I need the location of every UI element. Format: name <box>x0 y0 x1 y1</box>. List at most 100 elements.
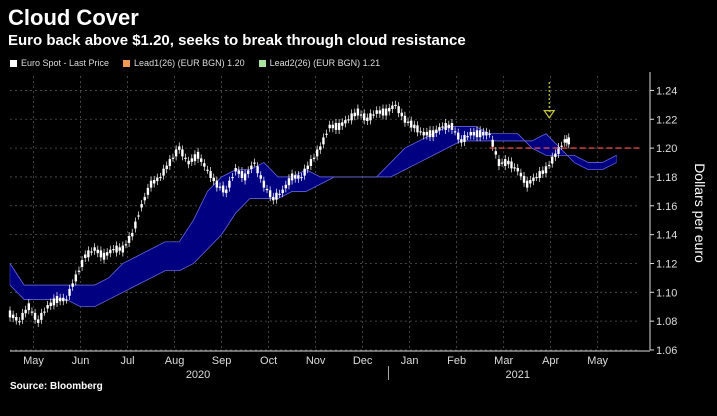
price-candle <box>290 173 294 181</box>
price-candle <box>87 250 90 258</box>
price-candle <box>567 137 570 145</box>
price-candle <box>284 184 288 189</box>
price-candle <box>159 176 162 179</box>
price-candle <box>529 180 532 184</box>
price-candle <box>369 113 372 121</box>
y-axis-label: Dollars per euro <box>692 163 708 263</box>
y-tick-label: 1.16 <box>656 201 677 213</box>
price-candle <box>181 149 184 157</box>
x-tick-label: Jun <box>72 355 90 367</box>
price-candle <box>250 165 253 170</box>
price-candle <box>231 176 234 179</box>
price-candle <box>297 175 300 179</box>
series-lead2-line <box>9 133 617 308</box>
price-candle <box>262 180 266 188</box>
price-candle <box>112 249 115 251</box>
y-tick-label: 1.24 <box>656 85 677 97</box>
x-tick-label: Sep <box>212 355 232 367</box>
grid <box>10 76 640 351</box>
price-candle <box>309 159 313 166</box>
price-candle <box>196 151 200 159</box>
price-candle <box>174 149 178 157</box>
price-candle <box>478 130 482 138</box>
price-candle <box>463 135 466 142</box>
legend-label-lead2: Lead2(26) (EUR BGN) 1.21 <box>269 58 381 68</box>
price-candle <box>428 130 432 138</box>
price-candle <box>538 171 541 179</box>
price-candle <box>84 254 87 258</box>
price-candle <box>560 145 563 147</box>
price-candle <box>337 123 341 130</box>
legend-label-price: Euro Spot - Last Price <box>21 58 110 68</box>
price-candle <box>62 297 65 302</box>
price-candle <box>77 270 81 272</box>
price-candle <box>431 130 435 138</box>
price-candle <box>124 244 128 246</box>
price-candle <box>275 192 278 200</box>
price-candle <box>156 177 159 182</box>
price-candle <box>347 119 350 121</box>
price-candle <box>24 309 27 314</box>
price-candle <box>71 283 74 287</box>
price-candle <box>131 232 134 237</box>
price-candle <box>328 124 331 129</box>
price-candle <box>435 129 438 134</box>
price-candle <box>472 131 476 136</box>
price-candle <box>212 177 215 182</box>
price-candle <box>400 112 403 117</box>
price-candle <box>356 108 360 116</box>
price-candle <box>247 170 250 174</box>
x-tick-label: May <box>587 355 608 367</box>
price-candle <box>366 117 369 121</box>
price-candle <box>118 247 121 251</box>
price-candle <box>341 122 344 126</box>
price-candle <box>218 186 222 188</box>
price-candle <box>121 245 125 253</box>
x-tick-label: Jul <box>121 355 135 367</box>
price-candle <box>237 170 241 174</box>
price-candle <box>30 311 34 313</box>
y-tick-label: 1.14 <box>656 230 677 242</box>
arrow-head <box>543 110 556 119</box>
price-candle <box>475 130 479 138</box>
price-candle <box>49 302 52 307</box>
chart-subtitle: Euro back above $1.20, seeks to break th… <box>8 32 466 49</box>
price-candle <box>457 132 460 140</box>
price-candle <box>391 105 394 109</box>
price-candle <box>253 162 256 164</box>
price-candle <box>344 119 347 124</box>
price-candle <box>565 139 568 143</box>
x-tick-label: Jan <box>401 355 419 367</box>
legend-swatch-price <box>10 59 17 67</box>
price-candle <box>409 120 413 128</box>
price-candle <box>190 158 193 162</box>
price-candle <box>303 168 306 176</box>
legend-label-lead1: Lead1(26) (EUR BGN) 1.20 <box>134 58 245 68</box>
price-candle <box>287 178 291 186</box>
price-candle <box>460 139 463 143</box>
price-candle <box>15 317 18 321</box>
price-candle <box>27 303 31 311</box>
price-candle <box>294 175 297 179</box>
price-candle <box>541 170 545 174</box>
legend-item-price: Euro Spot - Last Price <box>10 58 109 68</box>
ichimoku-cloud <box>9 126 617 307</box>
price-candle <box>93 247 96 251</box>
y-tick-label: 1.18 <box>656 172 677 184</box>
price-candle <box>325 133 328 135</box>
series-price <box>8 100 570 327</box>
y-tick-label: 1.06 <box>656 345 677 357</box>
down-arrow-icon <box>543 82 556 119</box>
price-candle <box>513 167 516 169</box>
price-candle <box>419 131 422 133</box>
price-candle <box>259 175 262 179</box>
price-candle <box>58 297 62 302</box>
x-tick-label: Mar <box>494 355 513 367</box>
price-candle <box>315 149 319 157</box>
price-candle <box>11 314 15 319</box>
price-candle <box>532 177 535 182</box>
price-candle <box>453 131 457 133</box>
price-candle <box>469 131 472 136</box>
price-candle <box>554 153 557 158</box>
